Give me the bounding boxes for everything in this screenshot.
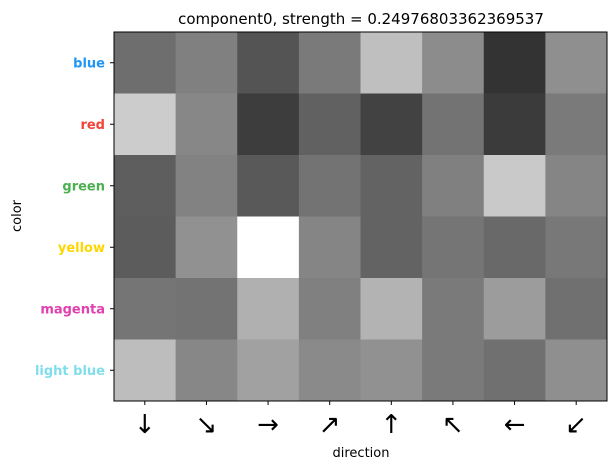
chart-title: component0, strength = 0.249768033623695…: [178, 10, 544, 28]
heatmap-cell: [422, 93, 485, 156]
heatmap-cell: [298, 93, 362, 156]
heatmap-cell: [422, 216, 485, 279]
heatmap-cell: [483, 93, 546, 156]
x-tick-label: ↙: [565, 410, 587, 440]
heatmap-cell: [483, 32, 546, 94]
heatmap-cell: [114, 216, 177, 279]
heatmap-cell: [114, 339, 177, 402]
heatmap-cell: [237, 216, 300, 279]
x-tick-label: ↑: [380, 410, 402, 440]
heatmap-cell: [237, 93, 300, 156]
y-tick-label: red: [80, 118, 105, 133]
heatmap-cell: [422, 278, 485, 340]
heatmap-cell: [175, 32, 238, 94]
heatmap-cell: [175, 339, 238, 402]
heatmap-cell: [237, 155, 300, 217]
heatmap-cell: [545, 278, 608, 340]
heatmap-cell: [114, 278, 177, 340]
y-tick-label: light blue: [35, 364, 105, 379]
plot-frame: [113, 31, 608, 402]
heatmap-cell: [360, 155, 423, 217]
y-tick-label: green: [62, 179, 105, 194]
heatmap-cell: [422, 32, 485, 94]
heatmap-cell: [114, 155, 177, 217]
y-axis-label: color: [10, 199, 25, 232]
y-tick-label: magenta: [40, 302, 105, 317]
y-tick-label: blue: [73, 56, 105, 71]
heatmap-cell: [114, 32, 177, 94]
heatmap-cell: [298, 216, 362, 279]
heatmap-cell: [175, 93, 238, 156]
heatmap-cell: [237, 32, 300, 94]
heatmap-cell: [298, 339, 362, 402]
heatmap-cell: [360, 32, 423, 94]
x-tick-label: ↘: [196, 410, 218, 440]
heatmap-cell: [545, 155, 608, 217]
heatmap-cell: [545, 32, 608, 94]
x-tick-label: ←: [504, 410, 526, 440]
heatmap-cell: [483, 278, 546, 340]
heatmap-cell: [175, 216, 238, 279]
heatmap-cell: [298, 155, 362, 217]
heatmap-cell: [545, 339, 608, 402]
heatmap-cell: [360, 339, 423, 402]
y-tick-label: yellow: [58, 241, 105, 256]
x-axis-label: direction: [333, 446, 390, 461]
heatmap-cell: [545, 216, 608, 279]
heatmap-cell: [237, 278, 300, 340]
heatmap-cell: [175, 278, 238, 340]
x-tick-label: →: [257, 410, 279, 440]
heatmap-cell: [298, 278, 362, 340]
x-tick-label: ↓: [134, 410, 156, 440]
heatmap-cells: [114, 32, 608, 402]
heatmap-cell: [360, 278, 423, 340]
heatmap-cell: [360, 216, 423, 279]
y-axis: blue red green yellow magenta light blue: [35, 56, 114, 379]
x-tick-label: ↖: [442, 410, 464, 440]
heatmap-cell: [483, 155, 546, 217]
heatmap-cell: [360, 93, 423, 156]
heatmap-cell: [422, 339, 485, 402]
heatmap-cell: [422, 155, 485, 217]
heatmap-cell: [545, 93, 608, 156]
x-tick-label: ↗: [319, 410, 341, 440]
heatmap-cell: [114, 93, 177, 156]
x-axis: ↓ ↘ → ↗ ↑ ↖ ← ↙: [134, 401, 587, 440]
heatmap-cell: [483, 339, 546, 402]
heatmap-cell: [175, 155, 238, 217]
heatmap-cell: [237, 339, 300, 402]
heatmap-cell: [298, 32, 362, 94]
heatmap-cell: [483, 216, 546, 279]
